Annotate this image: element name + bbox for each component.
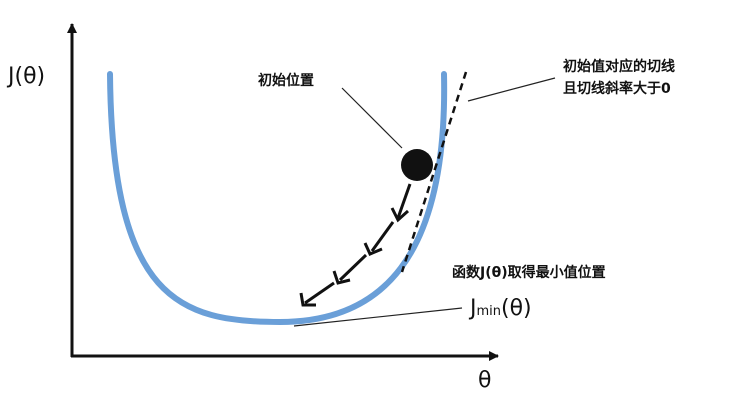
descent-arrow [338, 253, 368, 282]
jmin-arg: (θ) [501, 296, 532, 321]
leader-tangent [467, 77, 556, 102]
descent-arrow [396, 183, 412, 219]
initial-point [401, 149, 433, 181]
jmin-subscript: min [476, 304, 502, 319]
tangent-line [400, 71, 468, 273]
tangent-label-line2: 且切线斜率大于0 [563, 81, 671, 97]
jmin-main: J [470, 296, 477, 321]
initial-position-label: 初始位置 [258, 73, 314, 89]
descent-arrows [299, 183, 412, 307]
cost-curve [107, 71, 448, 326]
jmin-label: Jmin(θ) [470, 296, 532, 321]
descent-arrow [304, 281, 335, 305]
y-axis-label: J(θ) [8, 64, 46, 89]
descent-arrow [370, 221, 395, 252]
leader-initial-position [341, 87, 403, 149]
leader-jmin [293, 307, 463, 327]
tangent-label-line1: 初始值对应的切线 [563, 59, 675, 75]
min-position-label: 函数J(θ)取得最小值位置 [452, 265, 606, 281]
x-axis-label: θ [478, 368, 492, 393]
